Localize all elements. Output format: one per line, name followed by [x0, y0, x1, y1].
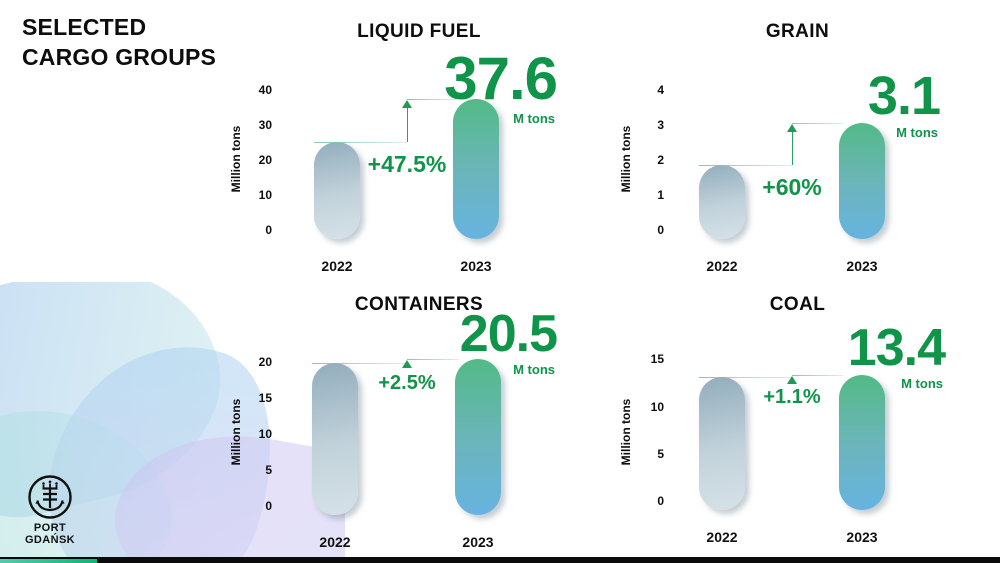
annotation-arrow-stem — [792, 130, 793, 165]
y-tick-label: 10 — [258, 188, 272, 202]
value-2023-label: 13.4 — [847, 319, 946, 377]
value-2023-label: 37.6 — [444, 45, 558, 112]
x-axis-label: 2023 — [846, 258, 878, 274]
annotation-line-2022 — [314, 141, 407, 143]
annotation-line-2022 — [699, 376, 792, 378]
bar-2023 — [839, 375, 885, 510]
bar-2022 — [699, 164, 745, 239]
y-tick-label: 5 — [657, 446, 664, 461]
growth-percent-label: +2.5% — [378, 372, 436, 394]
y-tick-label: 0 — [657, 494, 664, 508]
port-gdansk-logo: PORT GDAŃSK — [9, 474, 91, 547]
page-title-line1: SELECTED — [22, 14, 147, 40]
logo-text-line1: PORT — [33, 522, 67, 534]
unit-label: M tons — [896, 125, 938, 140]
y-tick-label: 1 — [657, 188, 664, 202]
bar-2022 — [314, 141, 360, 239]
y-tick-label: 20 — [258, 355, 272, 369]
bar-2023 — [453, 99, 499, 239]
bar-2022 — [312, 363, 358, 515]
x-axis-label: 2023 — [462, 534, 494, 550]
annotation-line-2023 — [792, 122, 843, 124]
x-axis-label: 2023 — [846, 529, 878, 545]
bar-2023 — [839, 122, 885, 239]
value-2023-label: 20.5 — [459, 305, 558, 363]
chart-title: COAL — [769, 294, 826, 315]
chart-liquid-fuel: LIQUID FUEL Million tons +47.5% 37.6 M t… — [228, 15, 570, 283]
x-axis-label: 2022 — [319, 534, 351, 550]
y-tick-label: 3 — [657, 118, 664, 132]
annotation-line-2023 — [792, 375, 843, 377]
y-tick-label: 10 — [650, 399, 664, 414]
chart-containers: CONTAINERS Million tons +2.5% 20.5 M ton… — [228, 288, 570, 556]
y-tick-label: 0 — [265, 499, 272, 513]
growth-percent-label: +60% — [762, 173, 822, 200]
y-tick-label: 40 — [258, 83, 272, 97]
y-tick-label: 15 — [650, 352, 664, 367]
y-tick-label: 0 — [265, 223, 272, 237]
annotation-line-2023 — [407, 99, 457, 101]
anchor-crown-icon — [28, 475, 72, 519]
annotation-line-2023 — [407, 359, 459, 361]
growth-percent-label: +1.1% — [763, 385, 821, 408]
x-axis-label: 2022 — [706, 258, 738, 274]
annotation-line-2022 — [312, 363, 407, 364]
x-axis-label: 2022 — [706, 529, 738, 545]
footer-accent-bar — [0, 559, 97, 563]
annotation-line-2022 — [699, 164, 792, 166]
chart-title: CONTAINERS — [354, 294, 484, 315]
annotation-arrow-stem — [407, 107, 408, 142]
up-arrow-icon — [787, 376, 797, 385]
unit-label: M tons — [513, 111, 555, 126]
y-tick-label: 10 — [258, 427, 272, 441]
x-axis-label: 2023 — [460, 258, 492, 274]
bar-2023 — [455, 359, 501, 515]
page-title: SELECTED CARGO GROUPS — [22, 12, 216, 72]
value-2023-label: 3.1 — [867, 66, 941, 126]
page-title-line2: CARGO GROUPS — [22, 44, 217, 70]
growth-percent-label: +47.5% — [367, 150, 447, 177]
up-arrow-icon — [787, 123, 797, 132]
y-tick-label: 4 — [657, 83, 664, 97]
y-tick-label: 5 — [265, 463, 272, 477]
y-tick-label: 15 — [258, 391, 272, 405]
x-axis-label: 2022 — [321, 258, 353, 274]
y-tick-label: 30 — [258, 118, 272, 132]
up-arrow-icon — [402, 100, 412, 109]
bar-2022 — [699, 376, 745, 510]
chart-title: GRAIN — [765, 21, 830, 42]
y-tick-label: 20 — [258, 153, 272, 167]
chart-coal: COAL Million tons +1.1% 13.4 M tons 0 5 10… — [595, 288, 960, 556]
footer-bar — [0, 557, 1000, 563]
y-axis-title: Million tons — [619, 398, 633, 466]
y-tick-label: 2 — [657, 153, 664, 167]
unit-label: M tons — [513, 362, 555, 377]
up-arrow-icon — [402, 360, 412, 369]
logo-text-line2: GDAŃSK — [24, 534, 76, 546]
unit-label: M tons — [901, 376, 943, 391]
y-tick-label: 0 — [657, 223, 664, 237]
chart-title: LIQUID FUEL — [357, 21, 481, 42]
